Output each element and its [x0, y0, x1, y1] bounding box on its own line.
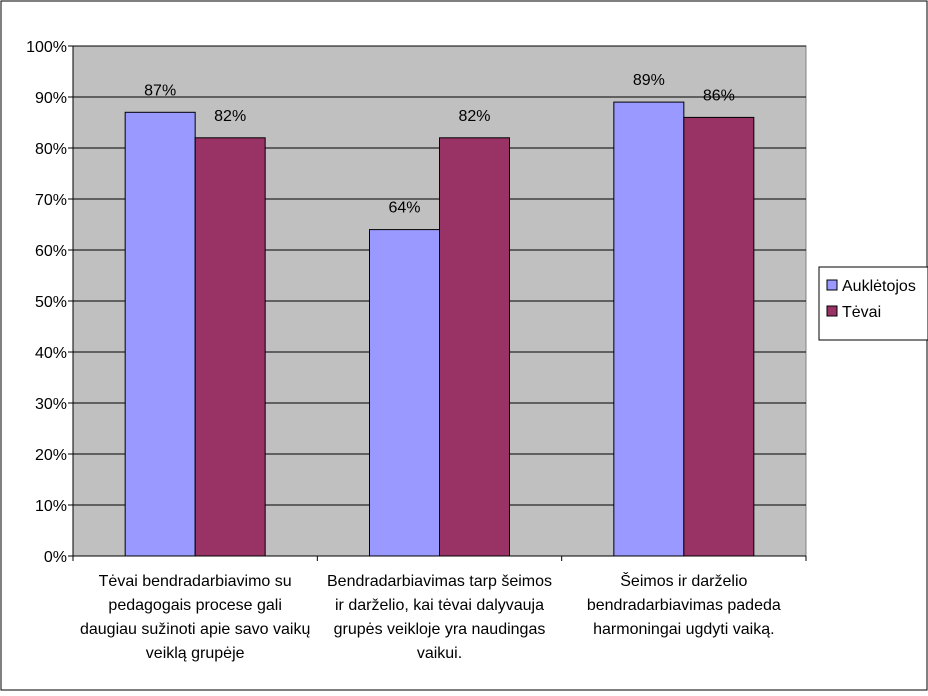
bars [124, 101, 755, 557]
bar-series-1 [369, 229, 440, 557]
x-category-label-line: daugiau sužinoti apie savo vaikų [80, 621, 310, 638]
data-label: 89% [633, 72, 665, 89]
data-label: 87% [144, 82, 176, 99]
data-label: 82% [458, 108, 490, 125]
x-category-label-line: Bendradarbiavimas tarp šeimos [327, 573, 552, 590]
y-tick-label: 60% [35, 243, 67, 260]
y-tick-label: 40% [35, 345, 67, 362]
bar-series-2 [683, 116, 755, 557]
y-tick-label: 50% [35, 294, 67, 311]
y-tick-label: 10% [35, 498, 67, 515]
data-label: 86% [703, 87, 735, 104]
x-category-label-line: vaikui. [417, 645, 462, 662]
bar-series-1 [124, 111, 196, 557]
x-category-label-line: Šeimos ir darželio [620, 571, 747, 590]
x-category-label-line: Tėvai bendradarbiavimo su [99, 573, 292, 590]
bar-series-2 [439, 137, 510, 557]
y-tick-label: 70% [35, 192, 67, 209]
y-tick-label: 0% [44, 549, 67, 566]
x-category-label-line: grupės veikloje yra naudingas [334, 621, 546, 638]
axes [68, 45, 807, 561]
legend-label: Auklėtojos [842, 278, 916, 295]
x-category-label-line: harmoningai ugdyti vaiką. [593, 621, 774, 638]
bar-series-2 [194, 137, 266, 557]
x-category-label-line: bendradarbiavimas padeda [587, 597, 781, 614]
y-tick-label: 100% [26, 39, 67, 56]
y-axis-tick-labels: 0% 10% 20% 30% 40% 50% 60% 70% 80% 90% 100% [26, 39, 67, 566]
x-axis-category-labels: Tėvai bendradarbiavimo su pedagogais proc… [80, 571, 781, 662]
data-label: 82% [214, 108, 246, 125]
legend-swatch [826, 279, 838, 291]
data-labels: 87% 82% 64% 82% 89% 86% [144, 72, 735, 217]
legend-box [818, 266, 928, 341]
x-category-label-line: ir darželio, kai tėvai dalyvauja [335, 597, 544, 614]
data-label: 64% [388, 200, 420, 217]
y-tick-label: 90% [35, 90, 67, 107]
legend-swatch [826, 305, 838, 317]
bar-series-1 [613, 101, 685, 557]
legend: Auklėtojos Tėvai [818, 266, 928, 341]
legend-label: Tėvai [842, 304, 881, 321]
y-tick-label: 20% [35, 447, 67, 464]
x-category-label-line: pedagogais procese gali [108, 597, 281, 614]
y-tick-label: 80% [35, 141, 67, 158]
x-category-label-line: veiklą grupėje [146, 645, 245, 662]
y-tick-label: 30% [35, 396, 67, 413]
